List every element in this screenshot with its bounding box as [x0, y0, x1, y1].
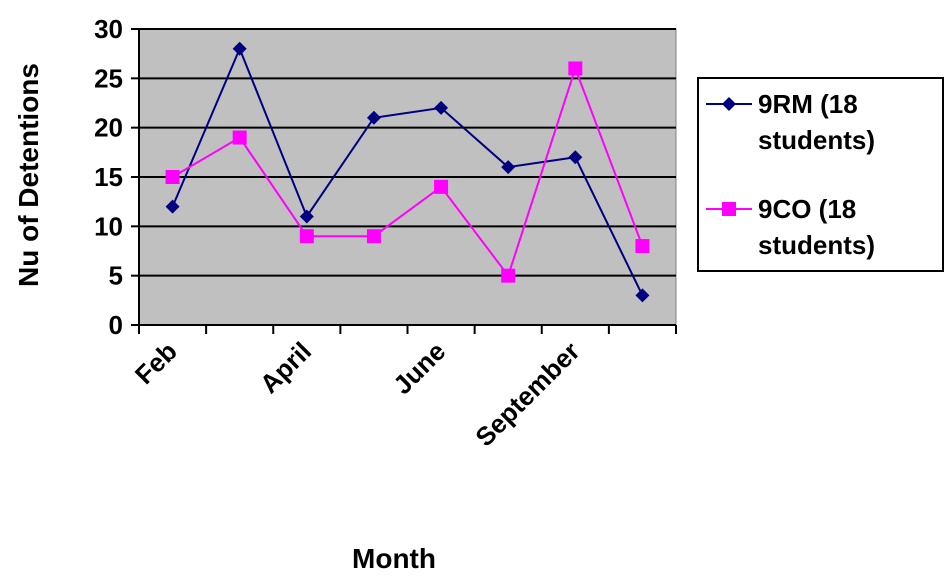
legend-entry-2: 9CO (18 students)	[706, 194, 875, 260]
legend-label: students)	[758, 230, 875, 260]
series-2	[165, 61, 650, 283]
axes	[131, 28, 677, 334]
data-point-square	[232, 130, 247, 145]
y-tick-label: 5	[109, 261, 123, 291]
data-point-diamond	[568, 150, 583, 165]
data-point-square	[722, 202, 736, 216]
data-point-square	[299, 229, 314, 244]
data-point-diamond	[299, 209, 314, 224]
x-tick-label: Feb	[129, 336, 183, 390]
data-point-square	[501, 268, 516, 283]
x-tick-label: September	[469, 336, 585, 452]
legend-label: 9CO (18	[758, 194, 856, 224]
data-point-square	[165, 170, 180, 184]
data-point-diamond	[232, 41, 247, 56]
y-tick-label: 20	[94, 113, 123, 143]
legend-label: students)	[758, 125, 875, 155]
data-point-square	[568, 61, 583, 76]
data-point-diamond	[434, 100, 449, 115]
data-point-square	[635, 239, 650, 254]
x-tick-label: April	[254, 336, 317, 399]
x-axis-title: Month	[352, 543, 436, 574]
y-tick-label: 25	[94, 63, 123, 93]
data-point-diamond	[165, 199, 180, 214]
legend: 9RM (18 students) 9CO (18 students)	[697, 77, 944, 272]
y-axis-title: Nu of Detentions	[13, 63, 44, 287]
x-tick-labels: Feb April June September	[129, 336, 586, 452]
y-tick-label: 10	[94, 211, 123, 241]
y-tick-label: 0	[109, 310, 123, 340]
series-line	[171, 46, 644, 296]
gridlines	[139, 28, 676, 277]
data-point-diamond	[501, 160, 516, 175]
x-tick-label: June	[387, 336, 451, 400]
data-point-diamond	[635, 288, 650, 303]
data-point-square	[366, 229, 381, 244]
legend-box	[697, 77, 944, 272]
y-tick-label: 30	[94, 14, 123, 44]
series-line	[172, 65, 644, 278]
legend-label: 9RM (18	[758, 89, 858, 119]
data-point-diamond	[366, 110, 381, 125]
data-point-square	[434, 179, 449, 194]
series-group	[165, 41, 650, 303]
y-tick-label: 15	[94, 162, 123, 192]
legend-entry-1: 9RM (18 students)	[706, 89, 875, 155]
series-1	[165, 41, 650, 303]
y-tick-labels: 0 5 10 15 20 25 30	[94, 14, 123, 340]
data-point-diamond	[722, 97, 736, 111]
